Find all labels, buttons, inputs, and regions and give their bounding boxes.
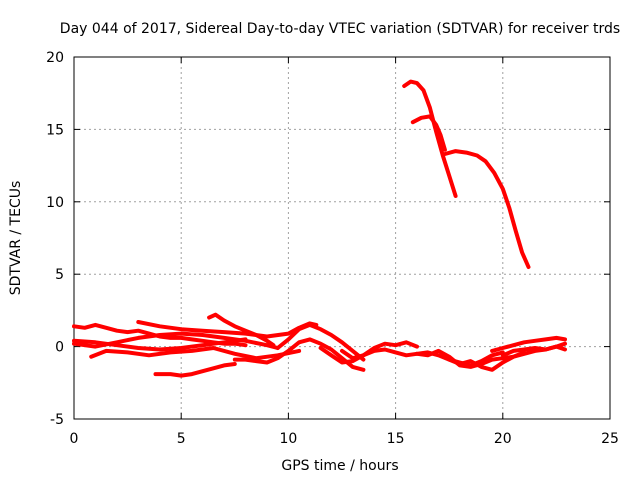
series-line-arc-15 (500, 344, 567, 358)
grid (74, 57, 610, 419)
y-tick-label: 15 (46, 122, 64, 138)
series-line-arc-12 (415, 348, 527, 369)
series-line-arc-7 (153, 362, 237, 378)
plot-frame (73, 56, 611, 420)
series-line-arc-3 (72, 337, 248, 352)
chart-title: Day 044 of 2017, Sidereal Day-to-day VTE… (60, 21, 620, 37)
series-line-arc-17 (410, 114, 447, 152)
y-tick-label: 10 (46, 195, 64, 211)
series-line-arc-8 (232, 337, 366, 372)
series-line-arc-18 (442, 149, 531, 269)
data-series (72, 79, 567, 378)
series-line-arc-4 (89, 346, 302, 361)
x-tick-label: 10 (279, 431, 297, 447)
y-tick-label: 20 (46, 50, 64, 66)
series-line-arc-14 (490, 335, 567, 353)
x-tick-label: 0 (70, 431, 79, 447)
series-line-arc-16 (402, 79, 458, 198)
y-axis-title: SDTVAR / TECUs (8, 181, 24, 296)
x-axis-title: GPS time / hours (281, 458, 398, 474)
axis-ticks (73, 56, 611, 420)
y-tick-label: -5 (50, 412, 64, 428)
x-tick-label: 5 (177, 431, 186, 447)
x-tick-label: 15 (387, 431, 405, 447)
y-tick-label: 0 (55, 340, 64, 356)
series-line-arc-9 (275, 322, 366, 362)
x-tick-label: 20 (494, 431, 512, 447)
y-tick-label: 5 (55, 267, 64, 283)
series-line-arc-6 (207, 312, 276, 348)
x-tick-labels: 0 5 10 15 20 25 (70, 431, 619, 447)
x-tick-label: 25 (601, 431, 619, 447)
y-tick-labels: -5 0 5 10 15 20 (46, 50, 64, 428)
